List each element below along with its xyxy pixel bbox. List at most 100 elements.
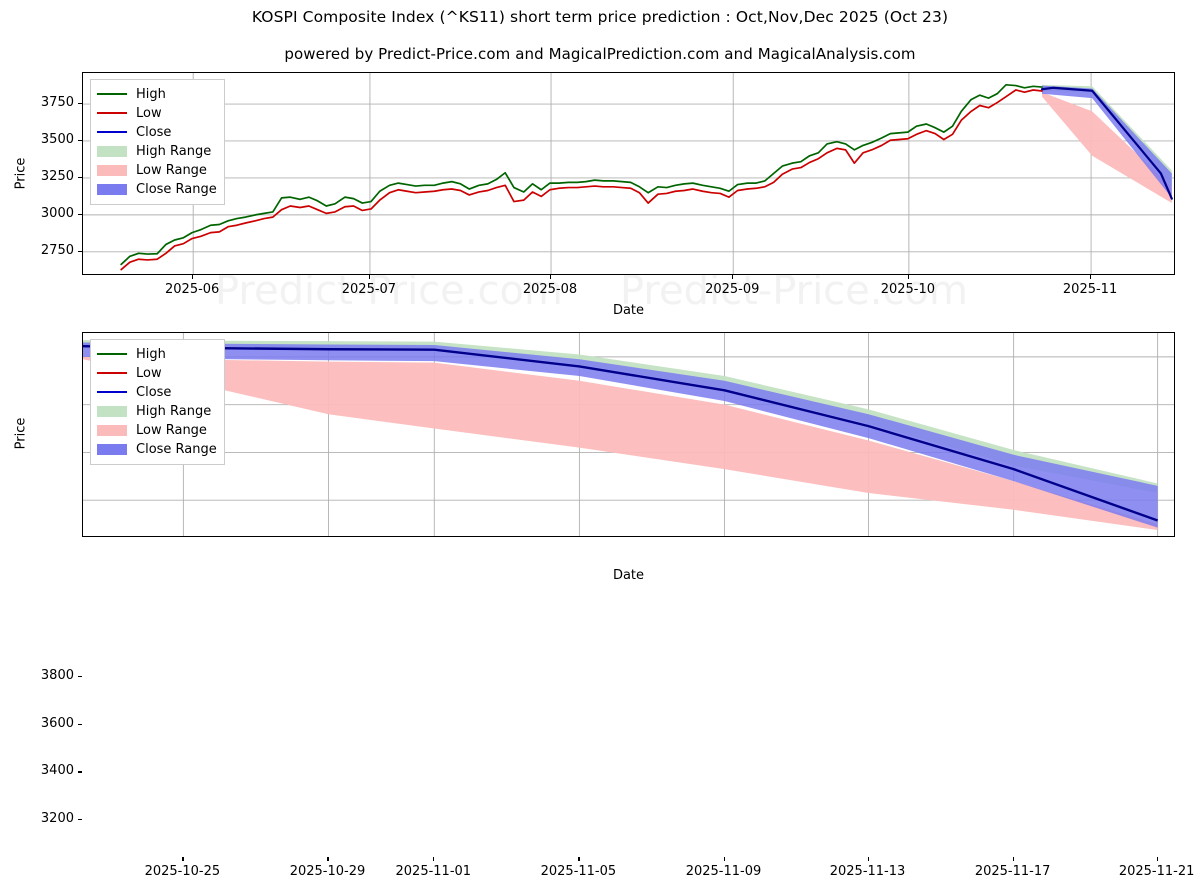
legend-label: Low Range (136, 163, 207, 178)
y-tick-mark (78, 819, 82, 821)
legend-item: High Range (97, 402, 217, 421)
detail-plot-svg (83, 333, 1174, 536)
x-tick-label: 2025-11-01 (395, 864, 472, 879)
x-tick-label: 2025-11-21 (1118, 864, 1195, 879)
x-tick-mark (1156, 857, 1158, 861)
overview-plot-area (82, 72, 1175, 275)
legend-item: Close Range (97, 180, 217, 199)
legend-label: Low (136, 366, 162, 381)
legend-band-swatch (97, 405, 127, 418)
x-tick-mark (578, 857, 580, 861)
legend-item: Low Range (97, 421, 217, 440)
legend-line-swatch (97, 348, 127, 361)
x-tick-mark (368, 275, 371, 279)
y-tick-mark (78, 250, 82, 253)
page-title: KOSPI Composite Index (^KS11) short term… (251, 8, 949, 26)
legend-item: Low Range (97, 161, 217, 180)
x-tick-label: 2025-11-05 (540, 864, 617, 879)
legend-swatch-mark (97, 112, 127, 114)
x-tick-label: 2025-07 (341, 282, 397, 297)
detail-y-axis-label: Price (13, 417, 29, 450)
legend-item: Close (97, 383, 217, 402)
detail-legend: High Low Close High Range Low Range Close Ran… (90, 339, 225, 465)
x-tick-mark (192, 275, 194, 279)
legend-band-swatch (97, 145, 127, 158)
legend-swatch-mark (97, 184, 127, 195)
x-tick-mark (732, 275, 734, 279)
legend-swatch-mark (97, 372, 127, 374)
legend-swatch-mark (97, 93, 127, 95)
legend-label: Low (136, 106, 162, 121)
y-tick-mark (78, 675, 82, 678)
legend-band-swatch (97, 183, 127, 196)
x-tick-label: 2025-10-29 (289, 864, 366, 879)
x-tick-mark (867, 857, 869, 861)
legend-band-swatch (97, 443, 127, 456)
legend-label: High (136, 347, 166, 362)
legend-label: Close (136, 125, 172, 140)
y-tick-label: 3750 (40, 95, 74, 111)
legend-swatch-mark (97, 444, 127, 455)
forecast-detail-chart-panel: Price 3200 3400 3600 3800 2025-10-25 2025-10… (0, 320, 1200, 879)
x-tick-mark (182, 857, 184, 861)
y-tick-mark (78, 176, 82, 179)
y-tick-mark (78, 213, 82, 216)
legend-item: High (97, 345, 217, 364)
legend-swatch-mark (97, 406, 127, 417)
legend-swatch-mark (97, 131, 127, 133)
overview-chart-panel: Price 2750 3000 3250 3500 3750 2025-06 2025-0… (0, 0, 1200, 320)
legend-item: Low (97, 104, 217, 123)
legend-label: High (136, 87, 166, 102)
legend-band-swatch (97, 424, 127, 437)
overview-x-axis-label: Date (612, 303, 645, 318)
legend-band-swatch (97, 164, 127, 177)
x-tick-label: 2025-11-17 (974, 864, 1051, 879)
legend-item: High Range (97, 142, 217, 161)
legend-item: Low (97, 364, 217, 383)
x-tick-label: 2025-06 (165, 282, 220, 297)
overview-plot-svg (83, 73, 1174, 274)
detail-plot-area (82, 332, 1175, 537)
x-tick-label: 2025-11-13 (829, 864, 906, 879)
y-tick-mark (78, 723, 82, 725)
y-tick-mark (78, 103, 82, 105)
x-tick-mark (327, 857, 329, 861)
legend-label: High Range (136, 404, 212, 419)
legend-line-swatch (97, 107, 127, 120)
x-tick-label: 2025-11 (1062, 282, 1118, 297)
y-tick-mark (78, 771, 82, 773)
legend-line-swatch (97, 88, 127, 101)
y-tick-label: 3000 (40, 205, 74, 221)
x-tick-mark (433, 857, 435, 861)
y-tick-mark (78, 139, 82, 142)
x-tick-label: 2025-09 (705, 282, 760, 297)
x-tick-mark (1090, 275, 1092, 279)
x-tick-mark (550, 275, 552, 279)
legend-label: Close Range (136, 442, 217, 457)
x-tick-mark (1012, 857, 1014, 861)
detail-x-axis-label: Date (612, 568, 645, 583)
y-tick-label: 3200 (40, 811, 74, 827)
x-tick-label: 2025-11-09 (685, 864, 762, 879)
legend-swatch-mark (97, 165, 127, 176)
x-tick-mark (723, 857, 725, 861)
legend-item: Close (97, 123, 217, 142)
legend-item: High (97, 85, 217, 104)
legend-swatch-mark (97, 146, 127, 157)
x-tick-label: 2025-08 (522, 282, 578, 297)
y-tick-label: 2750 (40, 242, 74, 258)
y-tick-label: 3600 (40, 715, 74, 731)
legend-label: Close Range (136, 182, 217, 197)
legend-line-swatch (97, 126, 127, 139)
x-tick-label: 2025-10-25 (144, 864, 221, 879)
legend-line-swatch (97, 386, 127, 399)
legend-item: Close Range (97, 440, 217, 459)
legend-label: Low Range (136, 423, 207, 438)
legend-swatch-mark (97, 353, 127, 355)
legend-swatch-mark (97, 425, 127, 436)
page-subtitle: powered by Predict-Price.com and Magical… (284, 45, 916, 63)
legend-label: High Range (136, 144, 212, 159)
y-tick-label: 3250 (40, 168, 74, 184)
legend-line-swatch (97, 367, 127, 380)
y-tick-label: 3500 (40, 131, 74, 147)
